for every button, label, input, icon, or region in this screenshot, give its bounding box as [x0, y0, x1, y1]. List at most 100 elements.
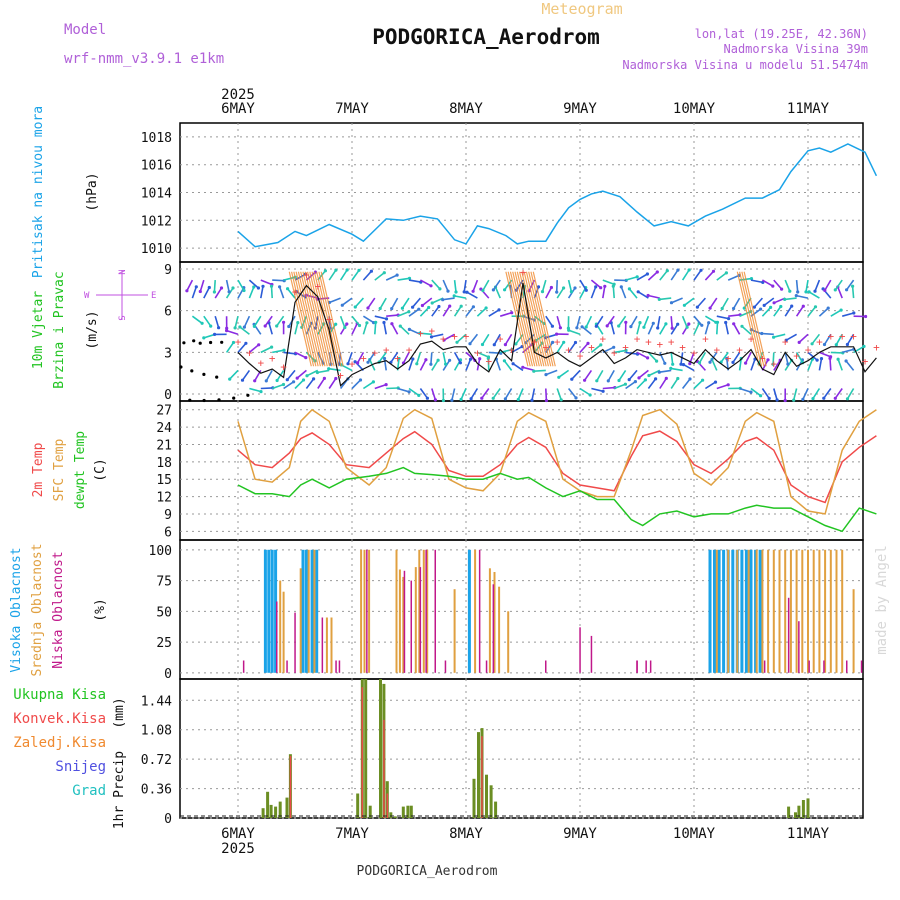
- wind-arrow: [531, 388, 536, 401]
- wind-arrow: [784, 297, 797, 301]
- wind-arrow-head: [192, 339, 196, 343]
- wind-arrow: [237, 342, 247, 353]
- wind-arrow-head: [407, 390, 411, 394]
- wind-arrow: [670, 378, 679, 389]
- wind-arrow: [761, 306, 772, 317]
- high-cloud-bar: [310, 549, 314, 673]
- wind-arrow: [294, 322, 299, 335]
- wind-arrow-head: [623, 382, 628, 386]
- wind-arrow-head: [469, 397, 473, 401]
- wind-gust-marker: +: [816, 335, 823, 348]
- wind-arrow: [671, 297, 683, 304]
- high-cloud-bar: [315, 549, 319, 673]
- wind-gust-marker: +: [622, 341, 629, 354]
- wind-arrow: [362, 322, 368, 335]
- wind-arrow-head: [688, 377, 692, 381]
- wind-arrow-head: [427, 305, 431, 310]
- wind-arrow: [402, 352, 410, 364]
- mid-cloud-bar: [488, 568, 491, 673]
- wind-arrow: [834, 279, 843, 291]
- wind-gust-marker: +: [770, 358, 777, 371]
- y-tick-label: 100: [149, 544, 172, 559]
- y-tick-label: 25: [156, 636, 172, 651]
- wind-arrow: [602, 279, 615, 285]
- high-cloud-bar: [270, 549, 274, 673]
- mid-cloud-bar: [755, 549, 758, 673]
- mid-cloud-bar: [736, 549, 739, 673]
- total-precip-bar: [285, 797, 289, 818]
- wind-arrow-head: [429, 362, 433, 366]
- wind-arrow: [819, 351, 831, 358]
- wind-arrow-head: [448, 358, 452, 362]
- wind-arrow-head: [220, 340, 224, 344]
- wind-arrow-head: [202, 398, 206, 403]
- wind-arrow-head: [240, 378, 245, 382]
- wind-arrow-head: [655, 270, 659, 274]
- wind-arrow: [648, 369, 661, 377]
- wind-arrow: [260, 387, 273, 390]
- wind-arrow: [203, 315, 212, 327]
- wind-arrow: [271, 383, 284, 390]
- cloud-unit: (%): [93, 598, 108, 621]
- wind-arrow-head: [558, 326, 563, 330]
- wind-arrow: [720, 351, 729, 363]
- strong-wind-streak: [516, 271, 540, 367]
- wind-arrow-head: [407, 310, 411, 314]
- wind-gust-marker: +: [588, 341, 595, 354]
- wind-arrow-head: [275, 324, 279, 328]
- wind-arrow-head: [486, 356, 490, 360]
- wind-arrow: [784, 305, 793, 317]
- wind-arrow-head: [491, 288, 495, 292]
- wind-arrow: [716, 384, 729, 390]
- wind-arrow-head: [536, 285, 541, 289]
- wind-arrow-head: [465, 290, 469, 294]
- temp-ylabel-3: dewpt Temp: [73, 431, 88, 509]
- wind-arrow-head: [228, 377, 232, 381]
- wind-gust-marker: +: [839, 330, 846, 343]
- wind-arrow: [628, 369, 638, 381]
- wind-arrow-head: [382, 320, 386, 325]
- wind-gust-marker: +: [748, 333, 755, 346]
- wind-arrow-head: [374, 320, 378, 324]
- precip-legend-item: Konvek.Kisa: [13, 711, 106, 727]
- wind-arrow: [362, 381, 374, 390]
- wind-arrow-head: [749, 390, 753, 394]
- mid-cloud-bar: [767, 549, 770, 673]
- wind-arrow-head: [198, 341, 202, 345]
- wind-arrow: [351, 315, 361, 327]
- high-cloud-bar: [758, 549, 762, 673]
- wind-arrow-head: [411, 305, 415, 309]
- wind-arrow: [773, 306, 782, 317]
- wind-arrow: [481, 388, 490, 399]
- wind-gust-marker: +: [668, 335, 675, 348]
- low-cloud-bar: [636, 660, 638, 673]
- cloud-ylabel-2: Srednja Oblacnost: [30, 543, 45, 676]
- wind-arrow-head: [685, 325, 689, 329]
- strong-wind-streak: [521, 271, 545, 367]
- wind-arrow: [356, 352, 365, 364]
- wind-arrow-head: [780, 287, 784, 291]
- wind-arrow: [659, 270, 668, 281]
- wind-arrow: [583, 369, 593, 381]
- wind-arrow: [204, 370, 215, 374]
- total-precip-bar: [368, 805, 372, 818]
- bottom-day-label: 6MAY: [221, 826, 255, 842]
- wind-arrow: [681, 323, 690, 335]
- wind-arrow: [835, 333, 843, 346]
- wind-arrow-head: [540, 290, 545, 294]
- wind-arrow-head: [732, 322, 736, 326]
- wind-arrow-head: [202, 372, 206, 376]
- wind-gust-marker: +: [280, 360, 287, 373]
- compass-south: S: [118, 315, 128, 320]
- wind-arrow-head: [312, 377, 316, 381]
- wind-arrow: [411, 297, 422, 308]
- wind-arrow-head: [334, 376, 338, 381]
- wind-arrow: [659, 369, 672, 373]
- wind-gust-marker: +: [679, 341, 686, 354]
- wind-arrow: [385, 274, 398, 281]
- precip-ylabel: 1hr Precip: [112, 751, 127, 829]
- strong-wind-streak: [290, 271, 315, 367]
- wind-arrow: [704, 270, 715, 281]
- strong-wind-streak: [295, 271, 319, 367]
